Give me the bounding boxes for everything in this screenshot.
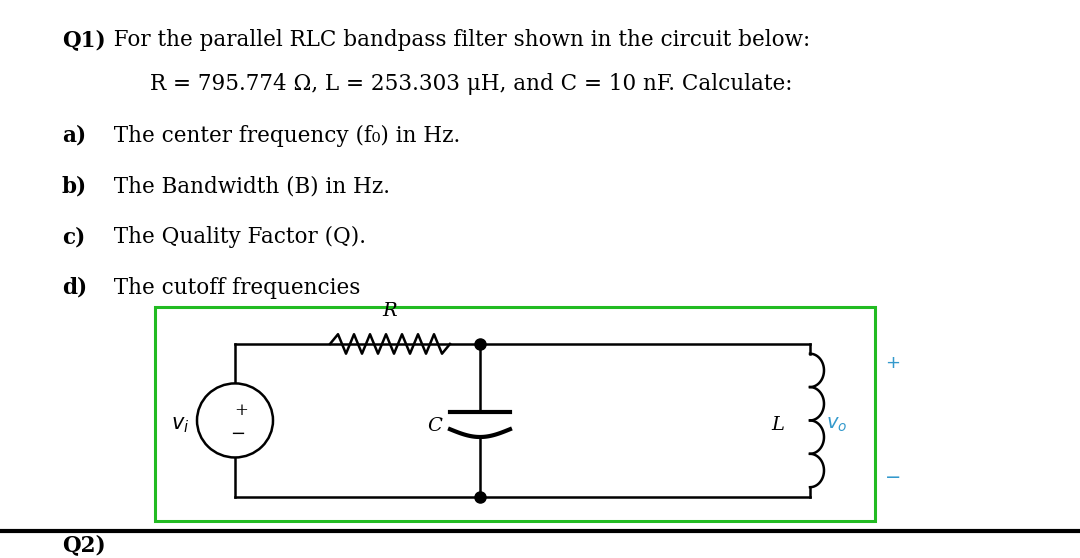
Circle shape xyxy=(197,383,273,458)
Text: C: C xyxy=(427,417,442,435)
Text: −: − xyxy=(885,468,902,487)
Text: The Bandwidth (B) in Hz.: The Bandwidth (B) in Hz. xyxy=(100,175,390,198)
Text: +: + xyxy=(234,402,248,419)
Text: Q2): Q2) xyxy=(62,534,106,556)
Text: Q1): Q1) xyxy=(62,29,106,51)
Text: For the parallel RLC bandpass filter shown in the circuit below:: For the parallel RLC bandpass filter sho… xyxy=(100,29,810,51)
Text: The center frequency (f₀) in Hz.: The center frequency (f₀) in Hz. xyxy=(100,125,460,147)
Text: a): a) xyxy=(62,125,86,147)
Text: R = 795.774 Ω, L = 253.303 μH, and C = 10 nF. Calculate:: R = 795.774 Ω, L = 253.303 μH, and C = 1… xyxy=(150,73,793,95)
Bar xyxy=(156,307,875,521)
Text: $v_i$: $v_i$ xyxy=(171,416,189,435)
Text: The Quality Factor (Q).: The Quality Factor (Q). xyxy=(100,226,366,248)
Text: $v_o$: $v_o$ xyxy=(826,416,847,435)
Text: c): c) xyxy=(62,226,85,248)
Text: −: − xyxy=(230,425,245,443)
Text: +: + xyxy=(885,354,900,372)
Text: b): b) xyxy=(62,175,87,198)
Text: d): d) xyxy=(62,277,87,299)
Text: L: L xyxy=(771,416,784,434)
Text: R: R xyxy=(382,301,397,320)
Text: The cutoff frequencies: The cutoff frequencies xyxy=(100,277,361,299)
